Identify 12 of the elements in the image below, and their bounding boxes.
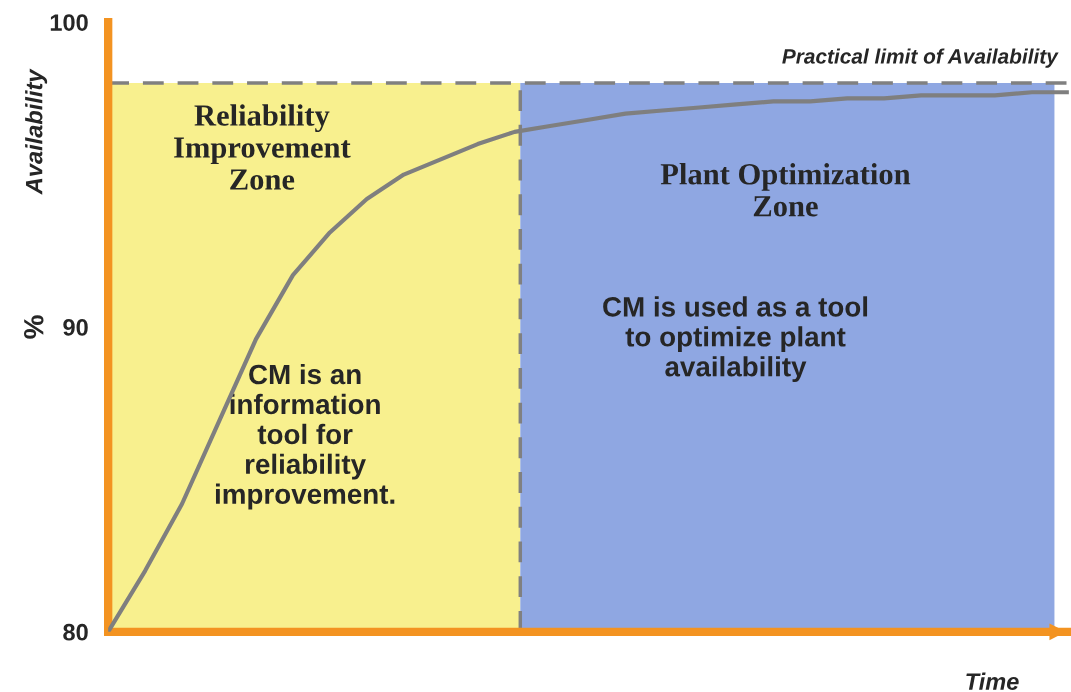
annotation: CM is an information tool for reliability improvement. — [215, 363, 395, 510]
y-tick-label: 100 — [50, 14, 88, 31]
annotation: Plant Optimization Zone — [660, 163, 911, 217]
y-tick-label: 80 — [63, 623, 88, 641]
y-axis-title: Availability — [25, 68, 48, 195]
annotation: CM is used as a tool to optimize plant availability — [603, 296, 868, 383]
annotation: Reliability Improvement Zone — [174, 104, 351, 190]
y-tick-label: 90 — [63, 319, 88, 336]
text: % — [23, 315, 44, 339]
x-axis-title: Time — [966, 672, 1019, 690]
line-series — [108, 90, 1069, 632]
ref-line-label: Practical limit of Availability — [782, 48, 1059, 68]
